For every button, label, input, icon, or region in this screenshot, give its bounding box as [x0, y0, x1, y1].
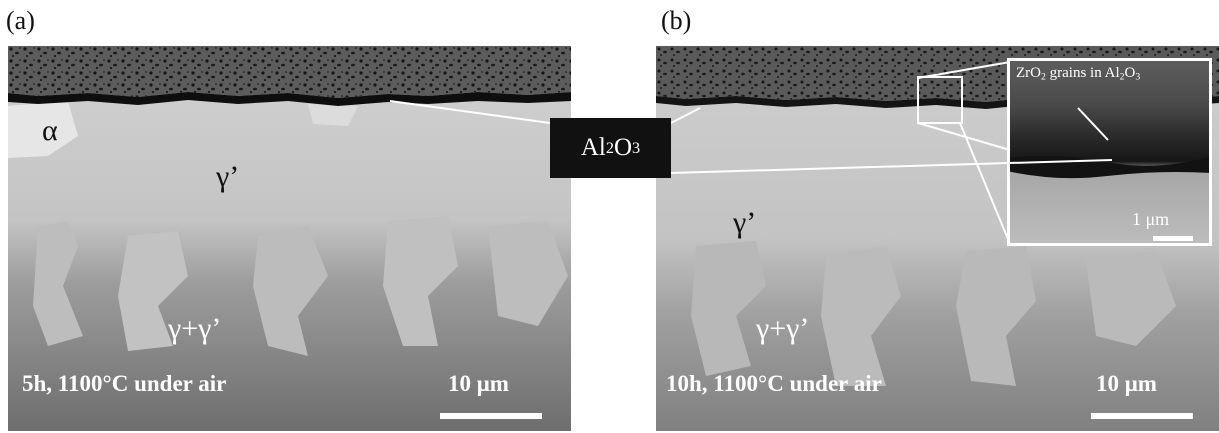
- alpha-phase-label: α: [42, 114, 58, 147]
- panel-b-label: (b): [661, 6, 692, 35]
- zoom-inset: ZrO2 grains in Al2O3 1 μm: [1007, 58, 1212, 246]
- gamma-prime-label: γ’: [733, 206, 757, 239]
- scale-bar-label: 10 μm: [448, 371, 509, 396]
- inset-caption: ZrO2 grains in Al2O3: [1016, 65, 1141, 83]
- scale-bar: [440, 413, 542, 419]
- condition-label: 10h, 1100°C under air: [666, 371, 882, 396]
- gamma-mix-label: γ+γ’: [168, 312, 222, 345]
- gamma-mix-label: γ+γ’: [756, 312, 810, 345]
- gamma-prime-label: γ’: [216, 160, 240, 193]
- zoom-inset-image: [1010, 61, 1209, 243]
- inset-scale-label: 1 μm: [1132, 209, 1170, 229]
- condition-label: 5h, 1100°C under air: [22, 371, 227, 396]
- micrograph-a: α γ’ γ+γ’ 5h, 1100°C under air 10 μm: [8, 46, 571, 431]
- al2o3-callout: Al 2 O 3: [550, 118, 671, 178]
- inset-scale-bar: [1153, 236, 1193, 241]
- scale-bar-label: 10 μm: [1096, 371, 1157, 396]
- panel-a-label: (a): [6, 6, 35, 35]
- scale-bar: [1091, 413, 1193, 419]
